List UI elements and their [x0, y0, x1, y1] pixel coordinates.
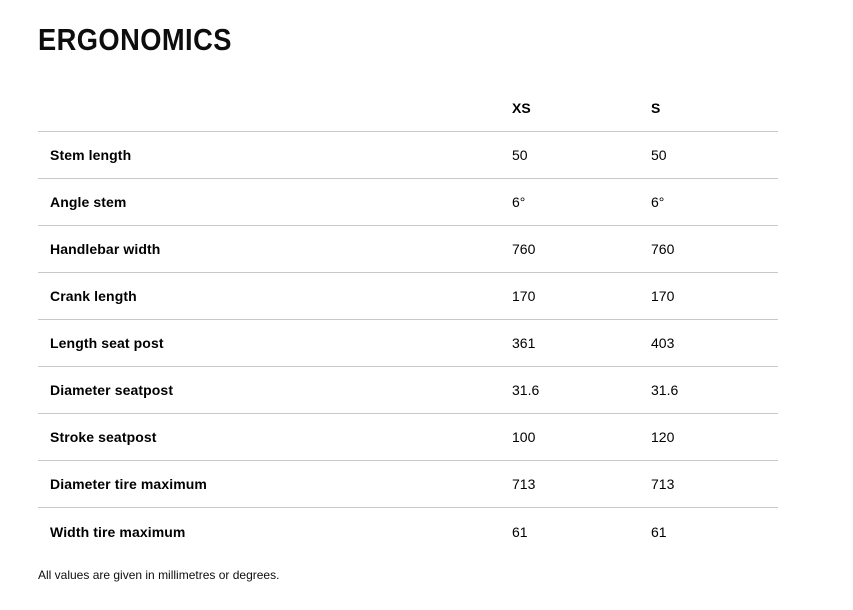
column-header-s: S [651, 100, 661, 116]
cell-value-s: 403 [651, 335, 675, 351]
cell-value-xs: 170 [512, 288, 536, 304]
table-row: Width tire maximum 61 61 [38, 508, 778, 555]
table-header-row: XS S [38, 85, 778, 132]
cell-value-s: 61 [651, 523, 667, 540]
cell-value-s: 120 [651, 429, 675, 445]
row-label: Handlebar width [50, 241, 161, 257]
footnote: All values are given in millimetres or d… [38, 568, 280, 582]
table-row: Length seat post 361 403 [38, 320, 778, 367]
row-label: Diameter seatpost [50, 382, 174, 398]
ergonomics-section: ERGONOMICS XS S Stem length 50 50 Angle … [38, 23, 778, 582]
cell-value-xs: 100 [512, 429, 536, 445]
page-title: ERGONOMICS [38, 22, 232, 57]
row-label: Diameter tire maximum [50, 476, 207, 492]
table-row: Diameter seatpost 31.6 31.6 [38, 367, 778, 414]
cell-value-xs: 361 [512, 335, 536, 351]
cell-value-xs: 6° [512, 194, 526, 210]
row-label: Length seat post [50, 335, 164, 351]
table-row: Diameter tire maximum 713 713 [38, 461, 778, 508]
table-body: Stem length 50 50 Angle stem 6° 6° Handl… [38, 132, 778, 555]
table-row: Handlebar width 760 760 [38, 226, 778, 273]
cell-value-s: 170 [651, 288, 675, 304]
cell-value-xs: 61 [512, 523, 528, 540]
cell-value-xs: 50 [512, 147, 528, 163]
cell-value-xs: 31.6 [512, 382, 540, 398]
cell-value-s: 6° [651, 194, 665, 210]
table-row: Stroke seatpost 100 120 [38, 414, 778, 461]
spec-table: XS S Stem length 50 50 Angle stem 6° 6° … [38, 85, 778, 555]
table-row: Crank length 170 170 [38, 273, 778, 320]
cell-value-s: 760 [651, 241, 675, 257]
row-label: Angle stem [50, 194, 127, 210]
cell-value-xs: 713 [512, 476, 536, 492]
row-label: Stroke seatpost [50, 429, 157, 445]
column-header-xs: XS [512, 100, 531, 116]
row-label: Stem length [50, 147, 132, 163]
cell-value-s: 713 [651, 476, 675, 492]
cell-value-s: 31.6 [651, 382, 679, 398]
row-label: Crank length [50, 288, 137, 304]
table-row: Stem length 50 50 [38, 132, 778, 179]
cell-value-s: 50 [651, 147, 667, 163]
table-row: Angle stem 6° 6° [38, 179, 778, 226]
row-label: Width tire maximum [50, 523, 186, 540]
cell-value-xs: 760 [512, 241, 536, 257]
